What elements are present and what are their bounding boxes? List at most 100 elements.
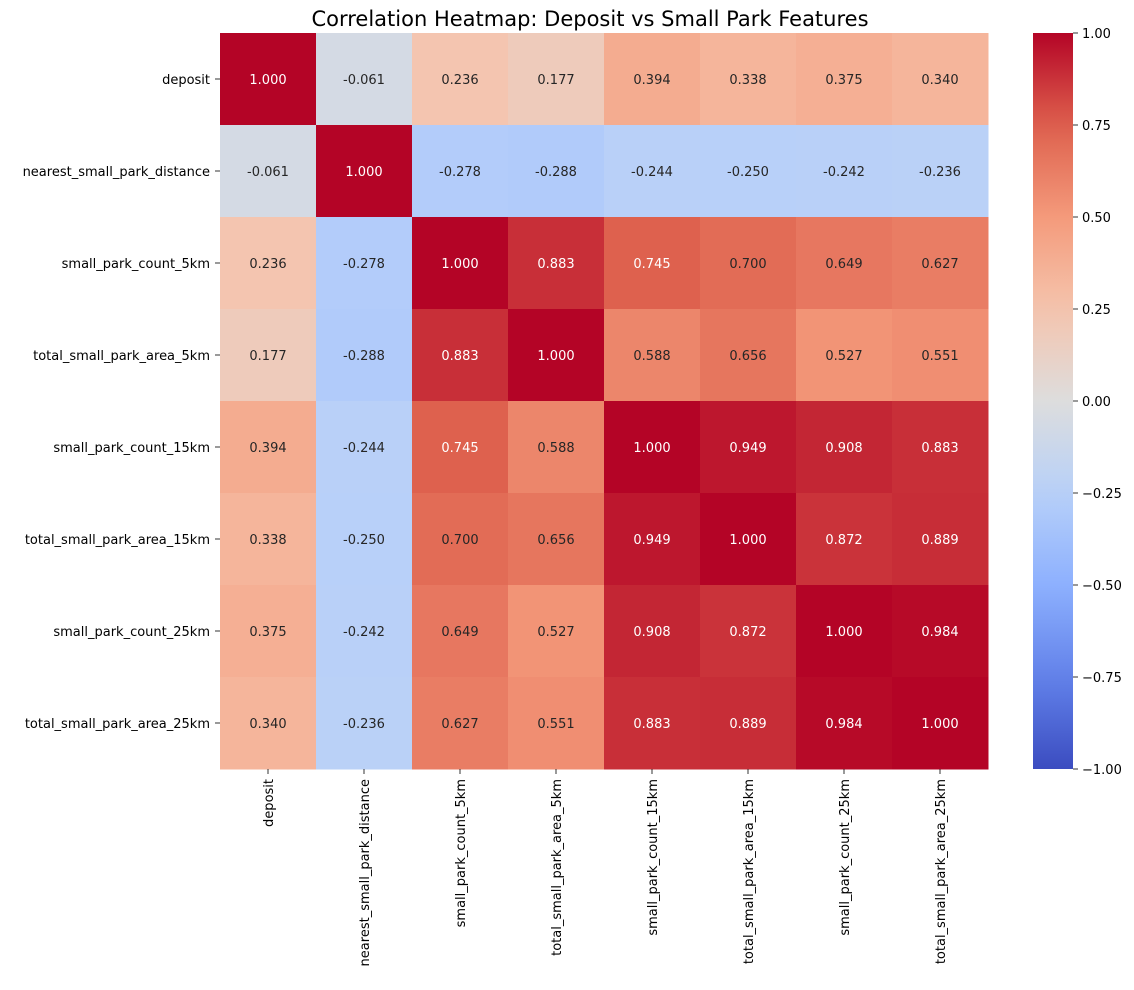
heatmap-cell	[220, 585, 317, 678]
y-tick-label: total_small_park_area_15km	[25, 533, 210, 548]
heatmap-cell	[796, 585, 893, 678]
cell-value-label: 0.872	[729, 625, 766, 640]
heatmap-cell	[892, 401, 989, 494]
heatmap-cell	[316, 677, 413, 770]
heatmap-cell	[316, 309, 413, 402]
cell-value-label: -0.236	[919, 165, 961, 180]
cell-value-label: -0.250	[343, 533, 385, 548]
heatmap-cell	[700, 125, 797, 218]
y-axis-ticks: deposit nearest_small_park_distance small_…	[23, 73, 220, 732]
cell-value-label: 1.000	[921, 717, 958, 732]
cell-value-label: -0.244	[631, 165, 673, 180]
cell-value-label: 0.340	[249, 717, 286, 732]
heatmap-cell	[604, 309, 701, 402]
colorbar-gradient	[1033, 33, 1073, 769]
y-tick-label: small_park_count_5km	[62, 257, 210, 272]
cell-value-label: 0.984	[825, 717, 862, 732]
heatmap-cell	[700, 309, 797, 402]
cell-value-label: 0.656	[537, 533, 574, 548]
x-tick-label: small_park_count_25km	[838, 779, 853, 936]
colorbar-tick-label: 0.75	[1082, 119, 1111, 134]
y-tick-label: deposit	[162, 73, 210, 88]
colorbar-tick-label: 0.25	[1082, 303, 1111, 318]
heatmap-cell	[604, 33, 701, 126]
cell-value-label: -0.278	[439, 165, 481, 180]
heatmap-cell	[796, 493, 893, 586]
cell-value-label: 0.551	[537, 717, 574, 732]
cell-value-label: 0.340	[921, 73, 958, 88]
heatmap-cell	[316, 493, 413, 586]
heatmap-cells	[220, 33, 989, 770]
heatmap-cell	[412, 217, 509, 310]
heatmap-cell	[412, 309, 509, 402]
heatmap-cell	[892, 585, 989, 678]
heatmap-cell	[220, 493, 317, 586]
heatmap-cell	[316, 125, 413, 218]
cell-value-label: 0.872	[825, 533, 862, 548]
cell-value-label: 1.000	[441, 257, 478, 272]
y-tick-label: nearest_small_park_distance	[23, 165, 210, 180]
cell-value-label: 0.889	[921, 533, 958, 548]
heatmap-cell	[700, 401, 797, 494]
heatmap-cell	[316, 217, 413, 310]
cell-value-label: 0.949	[633, 533, 670, 548]
cell-value-label: 0.649	[441, 625, 478, 640]
heatmap-cell	[412, 33, 509, 126]
heatmap-cell	[220, 401, 317, 494]
cell-value-label: 0.883	[537, 257, 574, 272]
heatmap-cell	[220, 309, 317, 402]
colorbar: −1.00 −0.75 −0.50 −0.25 0.00 0.25 0.50 0.75 1.00	[1033, 27, 1122, 778]
cell-value-label: 1.000	[249, 73, 286, 88]
cell-value-label: 0.745	[633, 257, 670, 272]
heatmap-cell-labels: 1.000 -0.061 0.236 0.177 0.394 0.338 0.375 0.34…	[247, 73, 961, 732]
heatmap-cell	[796, 125, 893, 218]
heatmap-cell	[508, 493, 605, 586]
x-tick-label: total_small_park_area_5km	[550, 779, 565, 956]
cell-value-label: 0.700	[729, 257, 766, 272]
cell-value-label: -0.242	[343, 625, 385, 640]
cell-value-label: 0.883	[633, 717, 670, 732]
cell-value-label: 0.338	[249, 533, 286, 548]
chart-title: Correlation Heatmap: Deposit vs Small Pa…	[311, 7, 868, 31]
cell-value-label: 0.375	[825, 73, 862, 88]
cell-value-label: 1.000	[345, 165, 382, 180]
cell-value-label: 0.588	[537, 441, 574, 456]
heatmap-cell	[700, 493, 797, 586]
cell-value-label: -0.278	[343, 257, 385, 272]
cell-value-label: 0.745	[441, 441, 478, 456]
colorbar-tick-label: −0.50	[1082, 579, 1122, 594]
cell-value-label: 0.649	[825, 257, 862, 272]
y-tick-label: small_park_count_15km	[53, 441, 210, 456]
cell-value-label: 0.700	[441, 533, 478, 548]
heatmap-cell	[892, 677, 989, 770]
cell-value-label: 0.177	[537, 73, 574, 88]
heatmap-cell	[892, 493, 989, 586]
cell-value-label: 0.656	[729, 349, 766, 364]
heatmap-cell	[796, 677, 893, 770]
x-tick-label: deposit	[262, 779, 277, 827]
cell-value-label: 0.338	[729, 73, 766, 88]
cell-value-label: 0.527	[825, 349, 862, 364]
cell-value-label: 0.527	[537, 625, 574, 640]
heatmap-cell	[604, 217, 701, 310]
heatmap-cell	[604, 493, 701, 586]
heatmap-cell	[700, 585, 797, 678]
cell-value-label: 0.627	[441, 717, 478, 732]
heatmap-cell	[796, 217, 893, 310]
y-tick-label: small_park_count_25km	[53, 625, 210, 640]
heatmap-cell	[892, 33, 989, 126]
heatmap-cell	[508, 217, 605, 310]
cell-value-label: -0.288	[343, 349, 385, 364]
colorbar-tick-label: −0.25	[1082, 487, 1122, 502]
y-tick-label: total_small_park_area_25km	[25, 717, 210, 732]
x-tick-label: small_park_count_15km	[646, 779, 661, 936]
heatmap-cell	[796, 401, 893, 494]
cell-value-label: 1.000	[729, 533, 766, 548]
heatmap-cell	[604, 677, 701, 770]
cell-value-label: 1.000	[633, 441, 670, 456]
heatmap-cell	[508, 401, 605, 494]
cell-value-label: -0.288	[535, 165, 577, 180]
cell-value-label: 0.627	[921, 257, 958, 272]
heatmap-cell	[508, 309, 605, 402]
